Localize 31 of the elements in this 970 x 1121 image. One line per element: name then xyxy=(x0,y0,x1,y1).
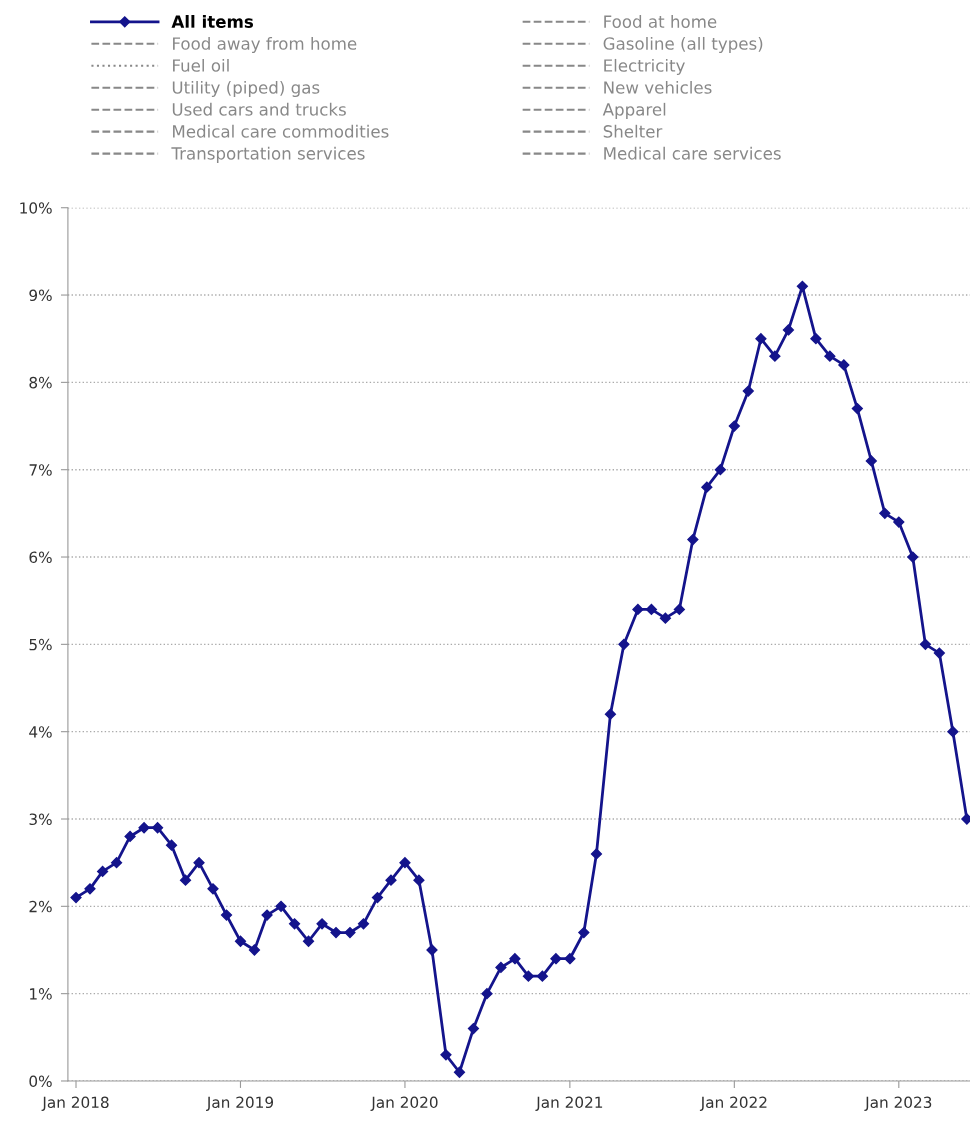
y-tick-label: 5% xyxy=(29,638,52,651)
x-tick-label: Jan 2018 xyxy=(41,1096,109,1111)
legend-label: Shelter xyxy=(603,124,663,138)
legend-label: Food at home xyxy=(604,15,717,28)
y-tick-label: 10% xyxy=(20,202,52,214)
x-tick-label: Jan 2022 xyxy=(699,1096,767,1111)
y-tick-label: 3% xyxy=(29,813,52,826)
y-tick-label: 8% xyxy=(29,376,52,389)
y-tick-label: 4% xyxy=(29,726,52,738)
legend-label: Used cars and trucks xyxy=(172,102,346,116)
x-tick-label: Jan 2020 xyxy=(370,1096,438,1111)
legend-label: Fuel oil xyxy=(173,58,229,72)
legend-label: Medical care services xyxy=(604,146,781,160)
y-tick-label: 7% xyxy=(29,464,52,476)
legend-label: All items xyxy=(171,15,254,28)
y-tick-label: 0% xyxy=(29,1075,52,1087)
x-tick-label: Jan 2021 xyxy=(535,1096,603,1111)
y-tick-label: 1% xyxy=(30,988,52,1000)
legend-label: Medical care commodities xyxy=(173,124,389,138)
legend-label: Apparel xyxy=(602,102,666,119)
legend-label: New vehicles xyxy=(604,80,712,94)
x-tick-label: Jan 2023 xyxy=(864,1096,932,1111)
legend-label: Food away from home xyxy=(173,36,357,54)
y-tick-label: 2% xyxy=(29,900,52,913)
y-tick-label: 6% xyxy=(29,551,52,564)
legend-label: Gasoline (all types) xyxy=(603,36,763,54)
y-tick-label: 9% xyxy=(29,289,52,302)
legend-label: Transportation services xyxy=(171,146,365,163)
legend-label: Electricity xyxy=(604,58,685,76)
legend-label: Utility (piped) gas xyxy=(172,80,320,98)
x-tick-label: Jan 2019 xyxy=(206,1096,274,1111)
